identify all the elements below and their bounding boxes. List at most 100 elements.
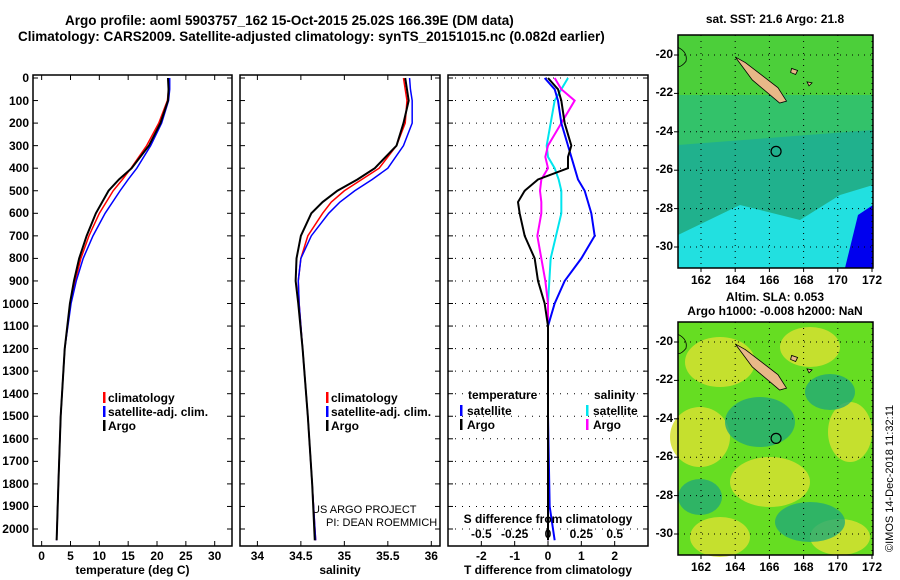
legend-title: temperature xyxy=(468,388,538,402)
legend-label: climatology xyxy=(108,391,175,405)
depth-tick-label: 300 xyxy=(8,138,29,153)
x-tick-label: 34 xyxy=(250,549,265,563)
series-line-satellite-adj-clim- xyxy=(55,78,171,541)
lat-tick-label: -20 xyxy=(655,334,673,348)
warm-region xyxy=(678,35,873,95)
map-frame xyxy=(677,321,874,556)
lat-tick-label: -30 xyxy=(655,239,673,253)
depth-tick-label: 900 xyxy=(8,273,29,288)
depth-tick-label: 1200 xyxy=(2,341,29,356)
depth-tick-label: 1000 xyxy=(2,296,29,311)
legend-swatch xyxy=(460,419,463,430)
legend-label: Argo xyxy=(467,418,495,432)
plot-title-line2: Climatology: CARS2009. Satellite-adjuste… xyxy=(18,29,605,44)
high-sla-region xyxy=(670,407,730,467)
high-sla-region xyxy=(730,457,810,507)
lon-tick-label: 170 xyxy=(827,560,848,574)
depth-tick-label: 1300 xyxy=(2,364,29,379)
legend-label: Argo xyxy=(593,418,621,432)
legend-label: satellite xyxy=(593,404,638,418)
legend-swatch xyxy=(103,392,106,403)
project-credit: US ARGO PROJECT xyxy=(312,504,417,516)
x-axis-label: temperature (deg C) xyxy=(75,563,190,577)
x-tick-label: 35 xyxy=(337,549,352,563)
series-line-argo xyxy=(55,77,170,541)
depth-tick-label: 2000 xyxy=(2,522,29,536)
argo-profile-marker xyxy=(770,432,782,444)
sla-map-title: Altim. SLA: 0.053 xyxy=(725,290,825,304)
lon-tick-label: 172 xyxy=(861,560,883,574)
x-tick-label: 30 xyxy=(208,549,222,563)
lon-tick-label: 168 xyxy=(793,273,814,287)
high-sla-region xyxy=(828,402,872,462)
high-sla-region xyxy=(690,517,750,557)
lon-tick-label: 166 xyxy=(759,560,780,574)
coastline xyxy=(677,46,687,67)
low-sla-region xyxy=(775,502,845,542)
x2-tick-label: -0.25 xyxy=(500,527,529,541)
lon-tick-label: 162 xyxy=(690,560,712,574)
x2-tick-label: 0 xyxy=(544,527,552,541)
lon-tick-label: 166 xyxy=(759,273,780,287)
legend-label: satellite-adj. clim. xyxy=(108,405,209,419)
argo-profile-marker xyxy=(770,145,782,157)
legend-label: climatology xyxy=(331,391,398,405)
lon-tick-label: 170 xyxy=(827,273,848,287)
depth-tick-label: 1100 xyxy=(2,319,29,334)
depth-tick-label: 1700 xyxy=(2,454,29,469)
x-tick-label: 35.5 xyxy=(376,549,400,563)
x2-axis-label: S difference from climatology xyxy=(463,512,633,526)
legend-swatch xyxy=(103,420,106,431)
legend-swatch xyxy=(103,406,106,417)
x-tick-label: 2 xyxy=(611,549,618,563)
lat-tick-label: -28 xyxy=(655,487,673,502)
series-line-climatology xyxy=(297,77,408,541)
coastline xyxy=(677,333,687,354)
lon-tick-label: 172 xyxy=(861,273,883,287)
lon-tick-label: 164 xyxy=(725,273,746,287)
low-sla-region xyxy=(805,374,855,410)
lat-tick-label: -26 xyxy=(655,162,673,177)
x-tick-label: -2 xyxy=(475,549,487,563)
legend-label: Argo xyxy=(108,419,136,433)
depth-tick-label: 200 xyxy=(8,116,29,131)
series-line-t-satellite xyxy=(543,77,596,541)
lon-tick-label: 164 xyxy=(725,560,746,574)
x2-tick-label: 0.25 xyxy=(569,527,594,541)
legend-title: salinity xyxy=(594,388,636,402)
x-tick-label: 0 xyxy=(544,549,552,563)
x2-tick-label: 0.5 xyxy=(606,527,623,541)
loyalty-islands xyxy=(790,67,813,87)
lat-tick-label: -22 xyxy=(655,372,673,387)
x-tick-label: 5 xyxy=(67,549,74,563)
new-caledonia-island xyxy=(734,56,788,104)
legend-swatch xyxy=(326,406,329,417)
depth-tick-label: 1600 xyxy=(2,431,29,446)
legend-swatch xyxy=(586,419,589,430)
depth-tick-label: 1400 xyxy=(2,386,29,401)
depth-tick-label: 700 xyxy=(8,228,29,243)
legend-label: Argo xyxy=(331,419,359,433)
depth-tick-label: 100 xyxy=(8,93,29,108)
high-sla-region xyxy=(685,337,755,387)
x-axis-label: salinity xyxy=(319,563,361,577)
map-frame xyxy=(677,34,874,269)
x-tick-label: 1 xyxy=(577,549,585,563)
series-line-argo xyxy=(294,77,410,541)
legend-swatch xyxy=(586,405,589,416)
coldest-region xyxy=(845,205,873,268)
x-tick-label: -1 xyxy=(509,549,520,563)
legend-swatch xyxy=(460,405,463,416)
depth-tick-label: 400 xyxy=(8,161,29,176)
x2-tick-label: -0.5 xyxy=(470,527,492,541)
x-tick-label: 34.5 xyxy=(289,549,313,563)
depth-tick-label: 800 xyxy=(8,251,29,266)
lon-tick-label: 162 xyxy=(690,273,712,287)
low-sla-region xyxy=(678,479,722,515)
depth-tick-label: 1800 xyxy=(2,476,29,491)
lat-tick-label: -20 xyxy=(655,47,673,61)
depth-tick-label: 600 xyxy=(8,206,29,221)
lat-tick-label: -26 xyxy=(655,449,673,464)
series-line-t-argo xyxy=(516,77,573,541)
